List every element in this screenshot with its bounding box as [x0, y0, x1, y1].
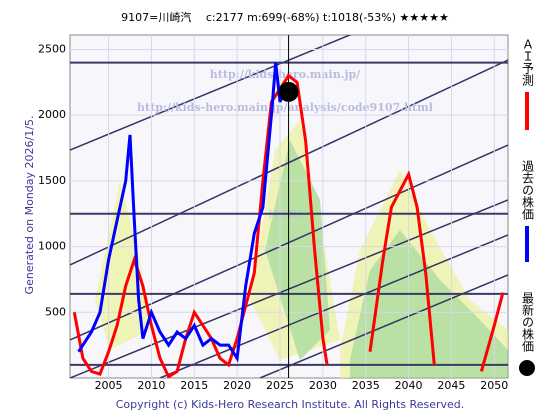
y-tick-label: 2500 — [38, 42, 66, 55]
legend-swatch — [519, 360, 535, 376]
y-tick-label: 1000 — [38, 240, 66, 253]
x-tick-label: 2045 — [437, 379, 465, 392]
x-tick-label: 2035 — [352, 379, 380, 392]
plot — [70, 35, 508, 378]
y-tick-label: 1500 — [38, 174, 66, 187]
x-tick-label: 2050 — [480, 379, 508, 392]
footer: Copyright (c) Kids-Hero Research Institu… — [116, 398, 465, 411]
x-tick-label: 2030 — [309, 379, 337, 392]
x-tick-label: 2025 — [266, 379, 294, 392]
chart-title: 9107=川崎汽 c:2177 m:699(-68%) t:1018(-53%)… — [121, 10, 449, 24]
x-tick-label: 2020 — [223, 379, 251, 392]
x-tick-label: 2015 — [180, 379, 208, 392]
y-tick-label: 500 — [45, 305, 66, 318]
side-label: Generated on Monday 2026/1/5. — [23, 116, 36, 295]
x-tick-label: 2010 — [137, 379, 165, 392]
watermark: http://kids-hero.main.jp/analysis/code91… — [137, 101, 433, 114]
series-line — [72, 73, 505, 378]
legend-label: ＡＩ予測 — [521, 38, 535, 87]
legend-label: 最新の株価 — [521, 292, 535, 352]
y-tick-label: 2000 — [38, 108, 66, 121]
legend-label: 過去の株価 — [521, 160, 535, 220]
x-tick-label: 2040 — [395, 379, 423, 392]
series-line — [77, 62, 286, 363]
latest-point — [278, 81, 299, 102]
x-tick-label: 2005 — [95, 379, 123, 392]
